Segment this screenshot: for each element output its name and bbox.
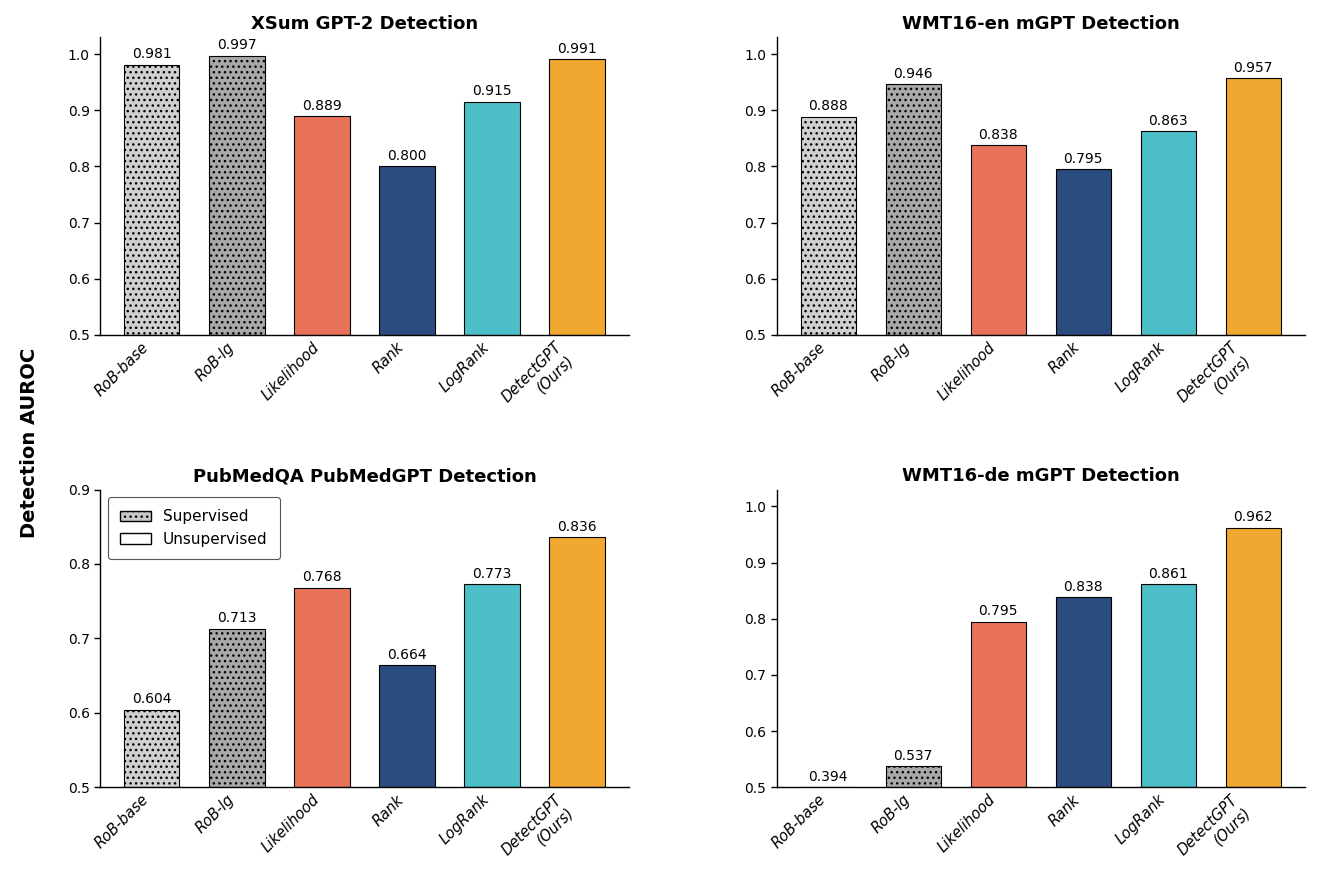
Bar [465, 584, 520, 787]
Bar [1056, 597, 1111, 787]
Text: 0.773: 0.773 [473, 566, 512, 581]
Legend: Supervised, Unsupervised: Supervised, Unsupervised [108, 497, 280, 559]
Bar [1140, 584, 1196, 787]
Bar [1226, 527, 1280, 787]
Text: 0.795: 0.795 [978, 604, 1018, 618]
Text: 0.713: 0.713 [218, 612, 256, 625]
Text: 0.991: 0.991 [557, 42, 597, 56]
Text: 0.997: 0.997 [216, 38, 256, 52]
Text: 0.962: 0.962 [1233, 511, 1274, 524]
Bar [1226, 78, 1280, 335]
Text: 0.838: 0.838 [1064, 580, 1104, 594]
Text: 0.604: 0.604 [132, 692, 172, 706]
Title: WMT16-en mGPT Detection: WMT16-en mGPT Detection [902, 15, 1180, 33]
Bar [124, 65, 180, 335]
Bar [294, 117, 350, 335]
Bar [886, 766, 941, 787]
Bar [124, 710, 180, 787]
Text: 0.888: 0.888 [808, 99, 849, 113]
Text: 0.838: 0.838 [978, 127, 1018, 142]
Bar [549, 537, 605, 787]
Bar [210, 628, 264, 787]
Text: 0.836: 0.836 [557, 519, 597, 534]
Title: WMT16-de mGPT Detection: WMT16-de mGPT Detection [902, 467, 1180, 485]
Text: 0.946: 0.946 [894, 67, 933, 81]
Bar [379, 666, 434, 787]
Bar [801, 117, 855, 335]
Text: 0.537: 0.537 [894, 749, 933, 763]
Title: PubMedQA PubMedGPT Detection: PubMedQA PubMedGPT Detection [193, 467, 536, 485]
Bar [210, 56, 264, 335]
Text: 0.800: 0.800 [387, 149, 426, 163]
Text: 0.394: 0.394 [808, 770, 847, 783]
Bar [1140, 131, 1196, 335]
Text: 0.664: 0.664 [387, 648, 426, 662]
Text: 0.981: 0.981 [132, 47, 172, 61]
Bar [465, 102, 520, 335]
Text: 0.863: 0.863 [1148, 113, 1188, 127]
Text: 0.889: 0.889 [302, 99, 342, 113]
Bar [970, 145, 1026, 335]
Title: XSum GPT-2 Detection: XSum GPT-2 Detection [251, 15, 478, 33]
Text: 0.915: 0.915 [473, 84, 512, 98]
Text: 0.795: 0.795 [1064, 151, 1104, 165]
Bar [379, 166, 434, 335]
Bar [1056, 169, 1111, 335]
Bar [549, 59, 605, 335]
Bar [886, 84, 941, 335]
Text: Detection AUROC: Detection AUROC [20, 348, 38, 537]
Bar [294, 588, 350, 787]
Text: 0.957: 0.957 [1234, 61, 1272, 74]
Text: 0.768: 0.768 [302, 570, 342, 584]
Bar [970, 621, 1026, 787]
Text: 0.861: 0.861 [1148, 567, 1188, 581]
